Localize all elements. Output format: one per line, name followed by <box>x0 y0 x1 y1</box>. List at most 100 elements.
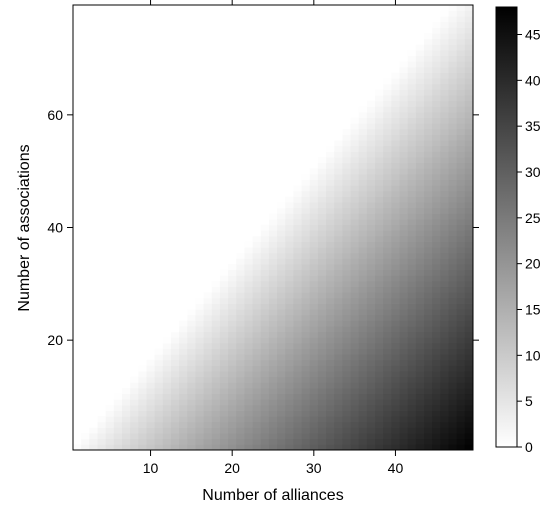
heatmap-cell <box>326 235 335 242</box>
heatmap-cell <box>415 269 425 276</box>
heatmap-cell <box>317 297 327 304</box>
heatmap-cell <box>464 382 474 389</box>
heatmap-cell <box>285 399 294 406</box>
heatmap-cell <box>293 230 302 237</box>
heatmap-cell <box>383 224 392 231</box>
heatmap-cell <box>375 365 384 372</box>
heatmap-cell <box>260 224 270 231</box>
heatmap-cell <box>440 376 449 383</box>
heatmap-cell <box>334 342 343 349</box>
heatmap-cell <box>375 117 384 124</box>
heatmap-cell <box>375 128 384 135</box>
heatmap-cell <box>464 444 474 451</box>
heatmap-cell <box>399 89 409 96</box>
heatmap-cell <box>383 421 392 428</box>
heatmap-cell <box>130 427 139 434</box>
heatmap-cell <box>187 354 196 361</box>
heatmap-cell <box>350 134 360 141</box>
heatmap-cell <box>358 365 368 372</box>
heatmap-cell <box>432 382 441 389</box>
heatmap-cell <box>448 264 458 271</box>
heatmap-cell <box>211 297 221 304</box>
heatmap-cell <box>236 433 245 440</box>
heatmap-cell <box>326 252 335 259</box>
heatmap-cell <box>334 297 343 304</box>
heatmap-cell <box>252 348 262 355</box>
heatmap-cell <box>97 444 107 451</box>
heatmap-cell <box>358 264 368 271</box>
heatmap-cell <box>219 354 229 361</box>
heatmap-cell <box>244 309 253 316</box>
heatmap-cell <box>375 202 384 209</box>
heatmap-cell <box>464 162 474 169</box>
heatmap-cell <box>342 286 351 293</box>
heatmap-cell <box>464 89 474 96</box>
heatmap-cell <box>375 444 384 451</box>
heatmap-cell <box>260 247 270 254</box>
heatmap-cell <box>244 252 253 259</box>
heatmap-cell <box>366 376 376 383</box>
heatmap-cell <box>383 179 392 186</box>
heatmap-cell <box>424 354 433 361</box>
heatmap-cell <box>350 157 360 164</box>
heatmap-cell <box>432 331 441 338</box>
heatmap-cell <box>399 388 409 395</box>
heatmap-cell <box>424 140 433 147</box>
heatmap-cell <box>383 297 392 304</box>
heatmap-cell <box>228 314 237 321</box>
heatmap-cell <box>448 83 458 90</box>
heatmap-cell <box>424 230 433 237</box>
heatmap-cell <box>440 162 449 169</box>
heatmap-cell <box>440 16 449 23</box>
heatmap-cell <box>383 207 392 214</box>
heatmap-cell <box>456 342 466 349</box>
heatmap-cell <box>464 320 474 327</box>
heatmap-cell <box>236 252 245 259</box>
heatmap-cell <box>187 314 196 321</box>
heatmap-cell <box>113 427 123 434</box>
heatmap-cell <box>228 359 237 366</box>
heatmap-cell <box>407 219 417 226</box>
heatmap-cell <box>236 427 245 434</box>
heatmap-cell <box>334 185 343 192</box>
heatmap-cell <box>326 348 335 355</box>
heatmap-cell <box>203 342 213 349</box>
heatmap-cell <box>448 95 458 102</box>
heatmap-cell <box>391 78 400 85</box>
heatmap-cell <box>432 157 441 164</box>
heatmap-cell <box>211 281 221 288</box>
heatmap-cell <box>424 252 433 259</box>
heatmap-cell <box>277 348 286 355</box>
heatmap-cell <box>293 297 302 304</box>
heatmap-cell <box>415 145 425 152</box>
heatmap-cell <box>154 393 164 400</box>
heatmap-cell <box>366 140 376 147</box>
heatmap-cell <box>391 433 400 440</box>
heatmap-cell <box>195 303 205 310</box>
heatmap-cell <box>301 196 311 203</box>
heatmap-cell <box>301 326 311 333</box>
heatmap-cell <box>121 444 131 451</box>
heatmap-cell <box>415 247 425 254</box>
heatmap-cell <box>252 297 262 304</box>
heatmap-cell <box>375 140 384 147</box>
heatmap-cell <box>464 388 474 395</box>
heatmap-cell <box>317 331 327 338</box>
heatmap-cell <box>138 388 147 395</box>
heatmap-cell <box>391 376 400 383</box>
heatmap-cell <box>424 162 433 169</box>
heatmap-cell <box>244 264 253 271</box>
heatmap-cell <box>268 359 278 366</box>
heatmap-cell <box>383 95 392 102</box>
heatmap-cell <box>326 376 335 383</box>
heatmap-cell <box>219 320 229 327</box>
heatmap-cell <box>424 95 433 102</box>
heatmap-cell <box>456 235 466 242</box>
heatmap-cell <box>334 404 343 411</box>
heatmap-cell <box>252 235 262 242</box>
heatmap-cell <box>383 348 392 355</box>
heatmap-cell <box>399 281 409 288</box>
heatmap-cell <box>464 404 474 411</box>
heatmap-cell <box>309 230 319 237</box>
heatmap-cell <box>309 202 319 209</box>
